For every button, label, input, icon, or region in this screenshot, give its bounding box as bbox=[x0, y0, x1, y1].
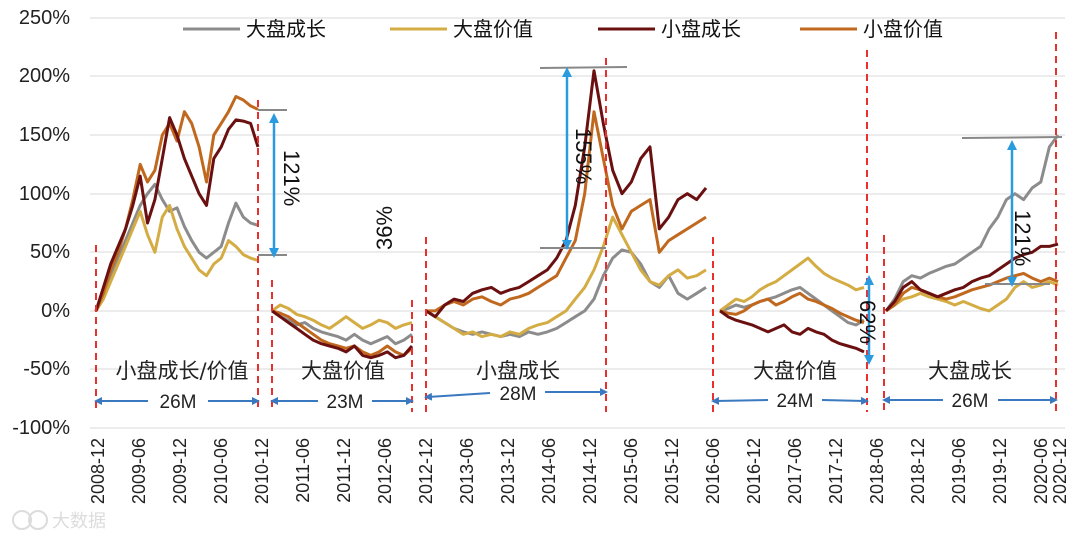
period-boundaries bbox=[95, 32, 1057, 412]
y-tick-label: -50% bbox=[23, 358, 70, 380]
x-tick-label: 2014-06 bbox=[539, 438, 559, 504]
magnitude-arrows bbox=[269, 67, 1017, 365]
series-lines bbox=[94, 69, 1060, 360]
legend-label: 小盘价值 bbox=[863, 17, 943, 41]
x-tick-label: 2014-12 bbox=[580, 438, 600, 504]
annotations: 121% 36% 155% 62% 121% bbox=[279, 128, 1035, 344]
duration-label: 28M bbox=[500, 384, 537, 405]
x-axis: 2008-12 2009-06 2009-12 2010-06 2010-12 … bbox=[88, 438, 1070, 504]
series-line-small-growth bbox=[884, 242, 1059, 312]
series-line-small-growth bbox=[719, 309, 865, 354]
gridlines bbox=[90, 17, 1065, 429]
annotation-label: 121% bbox=[279, 150, 304, 206]
duration-label: 24M bbox=[777, 391, 814, 412]
x-tick-label: 2018-12 bbox=[908, 438, 928, 504]
x-tick-label: 2019-12 bbox=[990, 438, 1010, 504]
series-line-large-growth bbox=[719, 285, 865, 327]
y-tick-label: 100% bbox=[19, 183, 70, 205]
watermark-logo-icon bbox=[28, 510, 48, 530]
duration-label: 26M bbox=[952, 391, 989, 412]
annotation-label: 155% bbox=[571, 128, 596, 184]
duration-arrows bbox=[94, 388, 1058, 405]
x-tick-label: 2009-12 bbox=[170, 438, 190, 504]
duration-arrow bbox=[821, 396, 869, 405]
y-tick-label: 250% bbox=[19, 7, 70, 29]
x-tick-label: 2016-06 bbox=[703, 438, 723, 504]
x-tick-label: 2012-06 bbox=[375, 438, 395, 504]
series-line-large-growth bbox=[94, 182, 259, 312]
y-tick-label: 150% bbox=[19, 124, 70, 146]
x-tick-label: 2011-12 bbox=[334, 438, 354, 503]
series-line-small-value bbox=[426, 110, 707, 313]
period-label: 大盘成长 bbox=[928, 359, 1012, 383]
y-axis: 250% 200% 150% 100% 50% 0% -50% -100% bbox=[12, 7, 70, 439]
series-line-small-value bbox=[719, 291, 865, 325]
x-tick-label: 2016-12 bbox=[744, 438, 764, 504]
duration-labels: 26M 23M 28M 24M 26M bbox=[160, 384, 989, 413]
period-label: 小盘成长 bbox=[476, 359, 560, 383]
x-tick-label: 2012-12 bbox=[416, 438, 436, 504]
y-tick-label: -100% bbox=[12, 417, 70, 439]
watermark-text: 大数据 bbox=[52, 511, 106, 532]
y-tick-label: 0% bbox=[41, 300, 70, 322]
x-tick-label: 2017-06 bbox=[785, 438, 805, 504]
x-tick-label: 2013-12 bbox=[498, 438, 518, 504]
period-label: 大盘价值 bbox=[753, 359, 837, 383]
watermark: 大数据 bbox=[12, 510, 106, 532]
duration-arrow bbox=[711, 396, 769, 405]
series-line-large-growth bbox=[884, 134, 1060, 312]
duration-arrow bbox=[424, 392, 491, 401]
series-line-large-value bbox=[425, 215, 707, 339]
period-label: 大盘价值 bbox=[301, 359, 385, 383]
series-line-large-growth bbox=[425, 248, 707, 339]
reference-line bbox=[539, 66, 628, 69]
x-tick-label: 2015-12 bbox=[662, 438, 682, 504]
series-line-small-value bbox=[885, 271, 1059, 313]
series-line-small-growth bbox=[94, 116, 260, 312]
x-tick-label: 2017-12 bbox=[826, 438, 846, 504]
legend-label: 小盘成长 bbox=[661, 17, 741, 41]
period-label: 小盘成长/价值 bbox=[115, 359, 248, 383]
x-tick-label: 2009-06 bbox=[129, 438, 149, 504]
x-tick-label: 2008-12 bbox=[88, 438, 108, 504]
x-tick-label: 2019-06 bbox=[949, 438, 969, 504]
x-tick-label: 2018-06 bbox=[867, 438, 887, 504]
x-tick-label: 2015-06 bbox=[621, 438, 641, 504]
x-tick-label: 2010-06 bbox=[211, 438, 231, 504]
series-line-large-growth bbox=[271, 309, 413, 346]
x-tick-label: 2020-12 bbox=[1050, 438, 1070, 504]
legend: 大盘成长 大盘价值 小盘成长 小盘价值 bbox=[183, 17, 943, 41]
legend-label: 大盘价值 bbox=[453, 17, 533, 41]
annotation-label: 121% bbox=[1010, 210, 1035, 266]
x-tick-label: 2010-12 bbox=[252, 438, 272, 504]
period-labels: 小盘成长/价值 大盘价值 小盘成长 大盘价值 大盘成长 bbox=[115, 359, 1012, 383]
series-line-large-value bbox=[94, 203, 259, 312]
series-line-small-value bbox=[94, 95, 259, 312]
series-line-small-growth bbox=[271, 309, 414, 360]
y-tick-label: 50% bbox=[30, 241, 70, 263]
x-tick-label: 2011-06 bbox=[293, 438, 313, 503]
annotation-label: 62% bbox=[855, 300, 880, 344]
duration-label: 23M bbox=[327, 392, 364, 413]
duration-label: 26M bbox=[160, 392, 197, 413]
reference-line bbox=[961, 136, 1063, 139]
series-line-large-value bbox=[885, 280, 1059, 313]
watermark-logo-icon bbox=[12, 510, 32, 530]
series-line-large-value bbox=[271, 303, 413, 330]
legend-label: 大盘成长 bbox=[246, 17, 326, 41]
y-tick-label: 200% bbox=[19, 65, 70, 87]
series-line-large-value bbox=[719, 256, 865, 313]
x-tick-label: 2020-06 bbox=[1031, 438, 1051, 504]
series-line-small-value bbox=[271, 309, 413, 357]
annotation-label: 36% bbox=[372, 206, 397, 250]
x-tick-label: 2013-06 bbox=[457, 438, 477, 504]
